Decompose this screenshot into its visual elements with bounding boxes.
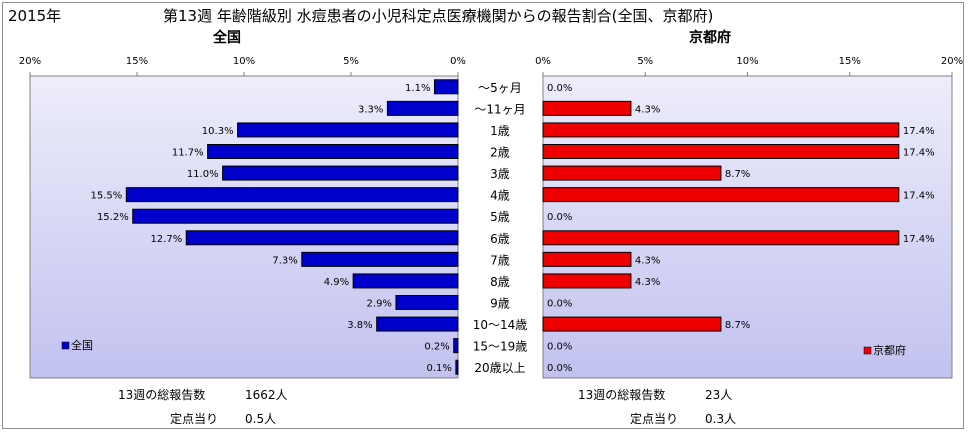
kyoto-tick-label: 15% <box>839 56 861 67</box>
national-bar <box>376 316 459 332</box>
national-value-label: 7.3% <box>272 255 297 266</box>
kyoto-value-label: 17.4% <box>903 191 935 202</box>
national-legend-swatch <box>61 341 70 350</box>
category-label: ～11ヶ月 <box>474 102 525 116</box>
kyoto-value-label: 17.4% <box>903 126 935 137</box>
national-tick-label: 5% <box>343 56 359 67</box>
national-bar <box>132 208 459 224</box>
national-bar <box>455 359 459 375</box>
kyoto-value-label: 0.0% <box>547 83 572 94</box>
category-label: 2歳 <box>490 146 510 160</box>
kyoto-bar <box>542 100 632 116</box>
national-bar <box>237 122 459 138</box>
national-bar <box>453 338 459 354</box>
category-label: 7歳 <box>490 253 510 267</box>
national-value-label: 1.1% <box>405 83 430 94</box>
kyoto-value-label: 0.0% <box>547 363 572 374</box>
kyoto-value-label: 0.0% <box>547 342 572 353</box>
category-label: 3歳 <box>490 167 510 181</box>
national-bar <box>222 165 459 181</box>
national-bar <box>185 230 459 246</box>
kyoto-bar <box>542 316 722 332</box>
category-label: 15～19歳 <box>473 340 528 354</box>
kyoto-value-label: 17.4% <box>903 234 935 245</box>
national-tick-label: 10% <box>233 56 255 67</box>
national-bar <box>386 100 459 116</box>
kyoto-value-label: 8.7% <box>725 169 750 180</box>
national-bar <box>125 187 459 203</box>
national-tick-label: 0% <box>450 56 466 67</box>
kyoto-per-site-label: 定点当り <box>630 412 679 426</box>
national-value-label: 12.7% <box>150 234 182 245</box>
kyoto-value-label: 4.3% <box>635 104 660 115</box>
national-pane-title: 全国 <box>213 30 241 46</box>
category-label: 6歳 <box>490 232 510 246</box>
kyoto-value-label: 0.0% <box>547 299 572 310</box>
kyoto-bar <box>542 230 900 246</box>
category-label: 10～14歳 <box>473 318 528 332</box>
national-value-label: 4.9% <box>324 277 349 288</box>
category-label: 8歳 <box>490 275 510 289</box>
kyoto-total-label: 13週の総報告数 <box>578 388 666 402</box>
national-bar <box>301 251 459 267</box>
category-label: 4歳 <box>490 189 510 203</box>
national-value-label: 11.7% <box>172 148 204 159</box>
national-value-label: 2.9% <box>367 299 392 310</box>
kyoto-value-label: 4.3% <box>635 277 660 288</box>
kyoto-bar <box>542 165 722 181</box>
national-bar <box>433 79 459 95</box>
national-value-label: 0.2% <box>424 342 449 353</box>
national-value-label: 15.2% <box>97 212 129 223</box>
kyoto-plot-area <box>542 75 953 379</box>
kyoto-tick-label: 10% <box>736 56 758 67</box>
kyoto-pane-title: 京都府 <box>689 30 731 46</box>
national-value-label: 15.5% <box>91 191 123 202</box>
national-plot-area <box>29 75 459 379</box>
national-bar <box>352 273 459 289</box>
kyoto-per-site-value: 0.3人 <box>705 412 737 426</box>
national-total-label: 13週の総報告数 <box>118 388 206 402</box>
kyoto-bar <box>542 251 632 267</box>
kyoto-bar <box>542 187 900 203</box>
national-value-label: 3.3% <box>358 104 383 115</box>
category-label: 9歳 <box>490 297 510 311</box>
kyoto-tick-label: 5% <box>637 56 653 67</box>
year-label: 2015年 <box>8 7 62 25</box>
national-value-label: 3.8% <box>347 320 372 331</box>
category-label: 1歳 <box>490 124 510 138</box>
national-tick-label: 20% <box>19 56 41 67</box>
kyoto-value-label: 17.4% <box>903 148 935 159</box>
kyoto-value-label: 4.3% <box>635 255 660 266</box>
kyoto-legend-swatch <box>863 346 872 355</box>
kyoto-bar <box>542 122 900 138</box>
national-legend-label: 全国 <box>71 338 93 352</box>
national-bar <box>207 144 459 159</box>
category-label: 5歳 <box>490 210 510 224</box>
kyoto-value-label: 0.0% <box>547 212 572 223</box>
national-value-label: 11.0% <box>187 169 219 180</box>
kyoto-value-label: 8.7% <box>725 320 750 331</box>
national-bar <box>395 295 459 310</box>
national-per-site-value: 0.5人 <box>245 412 277 426</box>
national-tick-label: 15% <box>126 56 148 67</box>
national-total-value: 1662人 <box>245 388 288 402</box>
kyoto-bar <box>542 273 632 289</box>
kyoto-legend-label: 京都府 <box>873 343 906 357</box>
national-value-label: 0.1% <box>426 363 451 374</box>
national-per-site-label: 定点当り <box>170 412 219 426</box>
kyoto-total-value: 23人 <box>705 388 733 402</box>
kyoto-tick-label: 20% <box>941 56 963 67</box>
chart-title: 第13週 年齢階級別 水痘患者の小児科定点医療機関からの報告割合(全国、京都府) <box>163 7 714 25</box>
kyoto-tick-label: 0% <box>535 56 551 67</box>
category-label: ～5ヶ月 <box>478 81 522 95</box>
category-label: 20歳以上 <box>474 361 525 375</box>
national-value-label: 10.3% <box>202 126 234 137</box>
kyoto-bar <box>542 144 900 159</box>
